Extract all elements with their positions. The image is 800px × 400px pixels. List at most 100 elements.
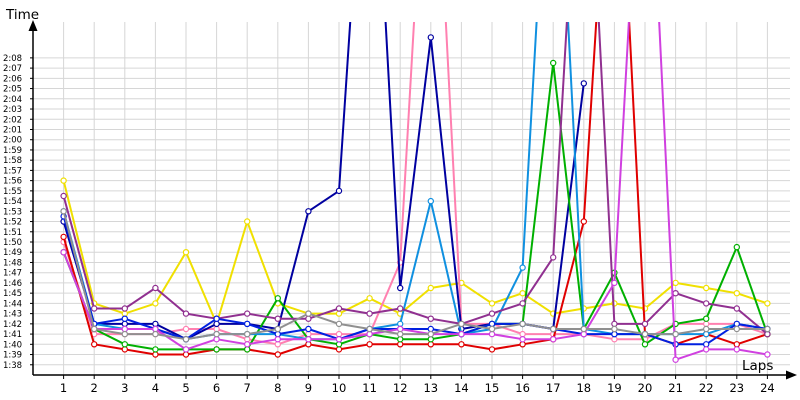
series-8: [60, 213, 771, 348]
data-point: [121, 315, 129, 322]
data-point: [488, 346, 496, 353]
x-tick-label: 10: [332, 381, 347, 395]
data-point: [60, 233, 67, 241]
data-point: [733, 325, 741, 333]
data-point: [458, 341, 465, 348]
data-point: [427, 325, 434, 333]
data-point: [213, 315, 220, 322]
data-point: [397, 341, 404, 348]
data-point: [488, 325, 496, 333]
y-tick-label: 1:50: [3, 238, 22, 248]
x-tick-label: 3: [121, 381, 128, 395]
series-7-line: [62, 22, 769, 335]
x-tick-label: 17: [546, 381, 561, 395]
data-point: [703, 315, 710, 322]
data-point: [733, 346, 741, 353]
y-tick-label: 2:04: [3, 95, 22, 105]
data-point: [335, 187, 343, 195]
data-point: [213, 336, 220, 343]
x-tick-label: 8: [274, 381, 281, 395]
series-2: [60, 22, 771, 348]
x-tick-label: 14: [454, 381, 469, 395]
x-tick-label: 9: [305, 381, 312, 395]
series-5-line: [62, 62, 769, 351]
data-point: [305, 341, 312, 348]
data-point: [580, 218, 588, 225]
data-point: [366, 341, 373, 348]
data-point: [182, 351, 190, 358]
data-point: [519, 330, 526, 338]
y-tick-label: 1:40: [3, 340, 22, 350]
data-point: [335, 330, 343, 338]
data-point: [121, 341, 129, 348]
data-point: [274, 330, 281, 338]
data-point: [60, 192, 67, 200]
y-tick-label: 1:54: [3, 197, 22, 207]
y-tick-label: 1:44: [3, 299, 22, 309]
data-point: [274, 315, 281, 322]
data-point: [764, 330, 771, 338]
data-point: [580, 330, 588, 338]
data-point: [335, 320, 343, 328]
series-group: [60, 22, 771, 363]
data-point: [611, 336, 618, 343]
y-tick-label: 1:55: [3, 187, 22, 197]
series-2-line: [62, 22, 768, 346]
series-10: [60, 208, 771, 343]
data-point: [488, 330, 496, 338]
x-tick-label: 11: [362, 381, 377, 395]
data-point: [427, 330, 434, 338]
series-9: [60, 22, 771, 363]
data-point: [243, 341, 251, 348]
data-point: [121, 320, 129, 328]
data-point: [703, 330, 710, 338]
data-point: [733, 305, 741, 312]
y-tick-label: 2:05: [3, 85, 22, 95]
y-tick-label: 1:53: [3, 207, 22, 217]
data-point: [611, 279, 618, 287]
data-point: [550, 336, 557, 343]
data-point: [60, 177, 67, 184]
data-point: [243, 310, 251, 317]
x-tick-label: 16: [515, 381, 530, 395]
data-point: [152, 346, 159, 353]
data-point: [397, 325, 404, 333]
x-tick-label: 15: [485, 381, 500, 395]
data-point: [488, 300, 496, 307]
data-point: [152, 320, 159, 328]
data-point: [427, 336, 434, 343]
data-point: [335, 341, 343, 348]
data-point: [366, 325, 373, 333]
series-3: [60, 22, 588, 343]
data-point: [305, 325, 312, 333]
series-1-line: [62, 180, 768, 325]
data-point: [121, 346, 129, 353]
x-tick-label: 18: [576, 381, 591, 395]
data-point: [733, 320, 741, 328]
data-point: [213, 346, 220, 353]
data-point: [672, 279, 679, 287]
y-tick-label: 1:45: [3, 289, 22, 299]
data-point: [427, 315, 434, 322]
data-point: [641, 341, 649, 348]
data-point: [611, 320, 618, 328]
data-point: [60, 248, 67, 256]
data-point: [243, 330, 251, 338]
data-point: [121, 310, 129, 317]
y-tick-label: 2:06: [3, 74, 22, 84]
y-tick-label: 2:01: [3, 125, 22, 135]
x-tick-label: 23: [729, 381, 744, 395]
data-point: [703, 341, 710, 348]
y-tick-label: 1:56: [3, 177, 22, 187]
data-point: [733, 290, 741, 297]
data-point: [274, 341, 281, 348]
y-tick-label: 2:00: [3, 136, 22, 146]
y-tick-label: 1:57: [3, 166, 22, 176]
y-tick-label: 1:59: [3, 146, 22, 156]
y-axis-label: Time: [5, 7, 39, 23]
data-point: [427, 341, 434, 348]
series-10-line: [62, 211, 768, 341]
data-point: [488, 320, 496, 328]
y-axis-arrow: [28, 20, 38, 31]
